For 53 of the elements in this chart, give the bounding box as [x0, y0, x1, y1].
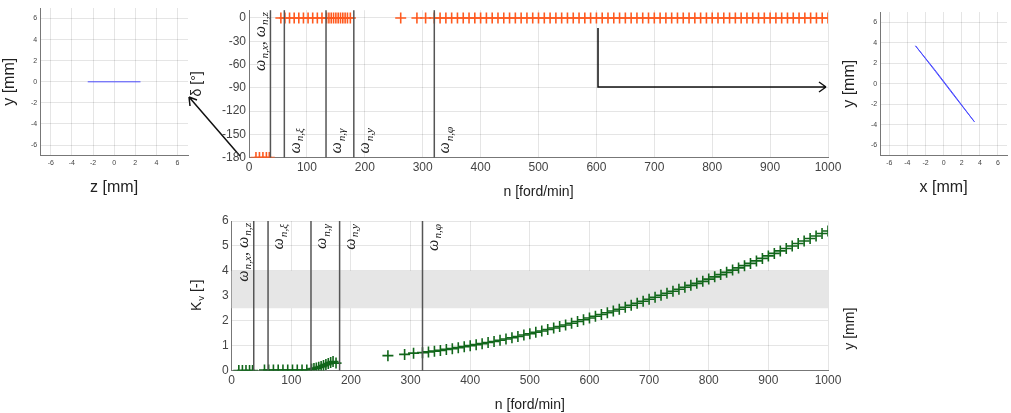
x-axis-title: z [mm] [90, 178, 139, 196]
x-axis-title: n [ford/min] [494, 395, 565, 412]
x-tick-label: 200 [340, 373, 362, 388]
x-tick-label: 300 [412, 160, 434, 175]
ref-line-label: ωn,ξ [269, 223, 290, 250]
y-tick-label: -60 [228, 56, 247, 71]
x-axis-title: n [ford/min] [503, 182, 574, 199]
y-tick-label: -120 [221, 103, 247, 118]
y-tick-label: -150 [221, 126, 247, 141]
x-tick-label: 400 [460, 373, 481, 388]
x-tick-label: 300 [400, 373, 421, 388]
x-tick-label: 800 [698, 373, 720, 388]
x-tick-label: 100 [281, 373, 302, 388]
x-tick-label: 1000 [814, 160, 842, 175]
ref-line-label: ωn,φ [435, 126, 456, 154]
x-tick-label: 600 [579, 373, 600, 388]
y-tick-label: -30 [228, 33, 247, 48]
y-tick-label: 2 [221, 313, 229, 328]
x-tick-label: 900 [758, 373, 779, 388]
ref-line-label: ωn,γ [327, 127, 347, 154]
ref-line-label: ωn,x, ωn,z [250, 11, 271, 71]
x-tick-label: 700 [639, 373, 660, 388]
x-tick-label: 500 [528, 160, 549, 175]
x-tick-label: 1000 [814, 373, 842, 388]
y-tick-label: -90 [228, 80, 247, 95]
ref-line-label: ωn,y [340, 223, 361, 250]
y-tick-label: 5 [221, 238, 229, 253]
x-tick-label: 800 [702, 160, 723, 175]
ref-line-label: ωn,y [355, 127, 375, 154]
y-tick-label: 0 [221, 362, 229, 377]
ref-line-label: ωn,φ [423, 223, 444, 251]
x-tick-label: 500 [519, 373, 541, 388]
y-tick-label: -180 [221, 149, 247, 164]
x-tick-label: 600 [586, 160, 607, 175]
y-tick-label: 6 [221, 213, 229, 228]
x-tick-label: 400 [470, 160, 491, 175]
ref-line-label: ωn,x, ωn,z [233, 222, 254, 282]
y-tick-label: 4 [221, 263, 229, 278]
ref-line-label: ωn,ξ [285, 127, 307, 154]
y-tick-label: 0 [239, 10, 247, 25]
y-axis-title: δ [°] [187, 71, 204, 97]
y-axis-title: Kv [-] [187, 279, 206, 312]
y-tick-label: 3 [221, 288, 229, 303]
x-tick-label: 700 [644, 160, 665, 175]
x-tick-label: 200 [354, 160, 376, 175]
x-tick-label: 100 [296, 160, 318, 175]
y-axis-title: y [mm] [840, 59, 858, 108]
y-tick-label: 1 [221, 337, 229, 352]
y-axis-title: y [mm] [0, 57, 18, 106]
x-axis-title: x [mm] [919, 178, 968, 196]
ref-line-label: ωn,γ [312, 223, 332, 250]
text: y [mm] [840, 307, 857, 350]
x-tick-label: 900 [760, 160, 781, 175]
